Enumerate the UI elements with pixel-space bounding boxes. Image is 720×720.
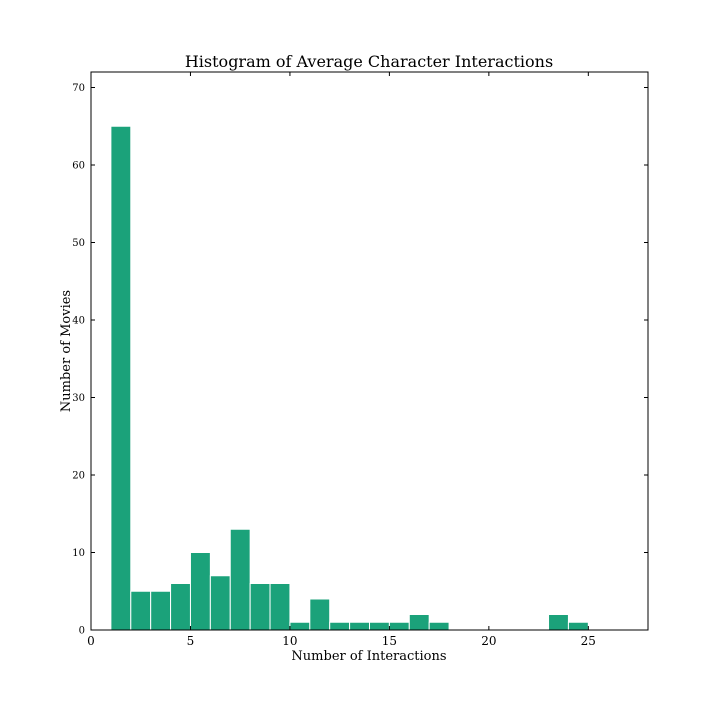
histogram-bar: [150, 590, 172, 631]
y-axis-label: Number of Movies: [59, 290, 74, 412]
ticks-group: 0 5 10 15 20 25 0 10 20 30 40 50 60 70: [72, 72, 648, 648]
y-tick-label: 50: [72, 238, 85, 249]
y-tick-label: 10: [72, 548, 85, 559]
x-tick-label: 25: [581, 634, 596, 648]
histogram-bar: [229, 528, 251, 631]
y-tick-label: 60: [72, 161, 85, 172]
x-tick-label: 5: [187, 634, 195, 648]
histogram-bar: [289, 621, 311, 631]
x-tick-label: 20: [481, 634, 496, 648]
histogram-bar: [130, 590, 152, 631]
x-axis-label: Number of Interactions: [291, 649, 446, 664]
plot-area-frame: [90, 71, 649, 631]
histogram-bar: [170, 583, 191, 631]
y-tick-label: 40: [72, 316, 85, 327]
x-tick-label: 10: [282, 634, 297, 648]
histogram-bar: [189, 552, 211, 631]
y-tick-label: 30: [72, 393, 85, 404]
histogram-bar: [388, 621, 410, 631]
histogram-bar: [567, 621, 589, 631]
bars-group: [110, 125, 589, 631]
histogram-bar: [329, 621, 351, 631]
y-tick-label: 0: [79, 626, 85, 637]
histogram-bar: [110, 125, 132, 631]
histogram-bar: [408, 614, 430, 631]
histogram-bar: [269, 583, 291, 631]
y-tick-label: 20: [72, 471, 85, 482]
histogram-bar: [548, 614, 569, 631]
histogram-bar: [209, 575, 231, 631]
y-tick-label: 70: [72, 83, 85, 94]
histogram-bar: [249, 583, 271, 631]
chart-title: Histogram of Average Character Interacti…: [185, 52, 553, 71]
x-tick-label: 0: [87, 634, 95, 648]
histogram-bar: [428, 621, 450, 631]
histogram-bar: [349, 621, 371, 631]
histogram-bar: [309, 598, 331, 631]
x-tick-label: 15: [382, 634, 397, 648]
histogram-bar: [369, 621, 390, 631]
